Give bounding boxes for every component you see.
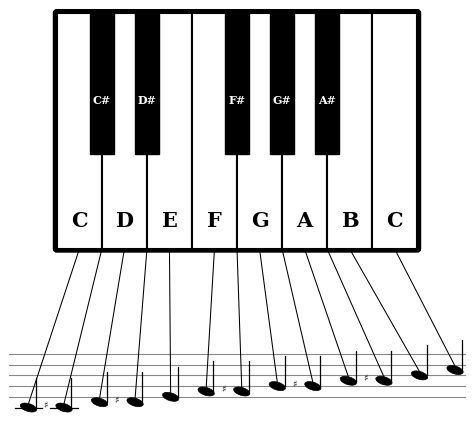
Text: A: A bbox=[296, 211, 313, 231]
Ellipse shape bbox=[234, 387, 250, 396]
Ellipse shape bbox=[127, 398, 143, 407]
Bar bbox=[102, 13, 147, 249]
Ellipse shape bbox=[269, 382, 285, 390]
Ellipse shape bbox=[376, 376, 392, 385]
Ellipse shape bbox=[91, 398, 108, 407]
Bar bbox=[135, 13, 159, 154]
Bar bbox=[225, 13, 249, 154]
Ellipse shape bbox=[340, 376, 356, 385]
Bar bbox=[237, 13, 282, 249]
Text: A#: A# bbox=[318, 95, 336, 106]
Text: F#: F# bbox=[228, 95, 246, 106]
Bar bbox=[192, 13, 237, 249]
Ellipse shape bbox=[447, 366, 463, 375]
Bar bbox=[90, 13, 114, 154]
Text: F: F bbox=[207, 211, 222, 231]
Text: C: C bbox=[386, 211, 403, 231]
Ellipse shape bbox=[163, 393, 179, 401]
Text: ♯: ♯ bbox=[363, 375, 367, 383]
Text: C#: C# bbox=[93, 95, 111, 106]
Text: ♯: ♯ bbox=[221, 385, 225, 394]
Ellipse shape bbox=[198, 387, 214, 396]
Text: ♯: ♯ bbox=[43, 401, 47, 410]
Text: D: D bbox=[116, 211, 133, 231]
Bar bbox=[282, 13, 327, 249]
Text: B: B bbox=[341, 211, 358, 231]
Bar bbox=[315, 13, 339, 154]
Text: ♯: ♯ bbox=[292, 380, 296, 389]
Ellipse shape bbox=[56, 403, 72, 412]
Text: D#: D# bbox=[137, 95, 156, 106]
Ellipse shape bbox=[20, 403, 36, 412]
Bar bbox=[270, 13, 294, 154]
Text: C: C bbox=[71, 211, 88, 231]
Text: G#: G# bbox=[273, 95, 292, 106]
Text: E: E bbox=[162, 211, 177, 231]
Bar bbox=[372, 13, 417, 249]
Text: ♯: ♯ bbox=[114, 396, 118, 405]
Bar bbox=[147, 13, 192, 249]
Ellipse shape bbox=[305, 382, 321, 390]
Bar bbox=[327, 13, 372, 249]
Ellipse shape bbox=[411, 371, 428, 380]
Text: G: G bbox=[251, 211, 268, 231]
Bar bbox=[57, 13, 102, 249]
